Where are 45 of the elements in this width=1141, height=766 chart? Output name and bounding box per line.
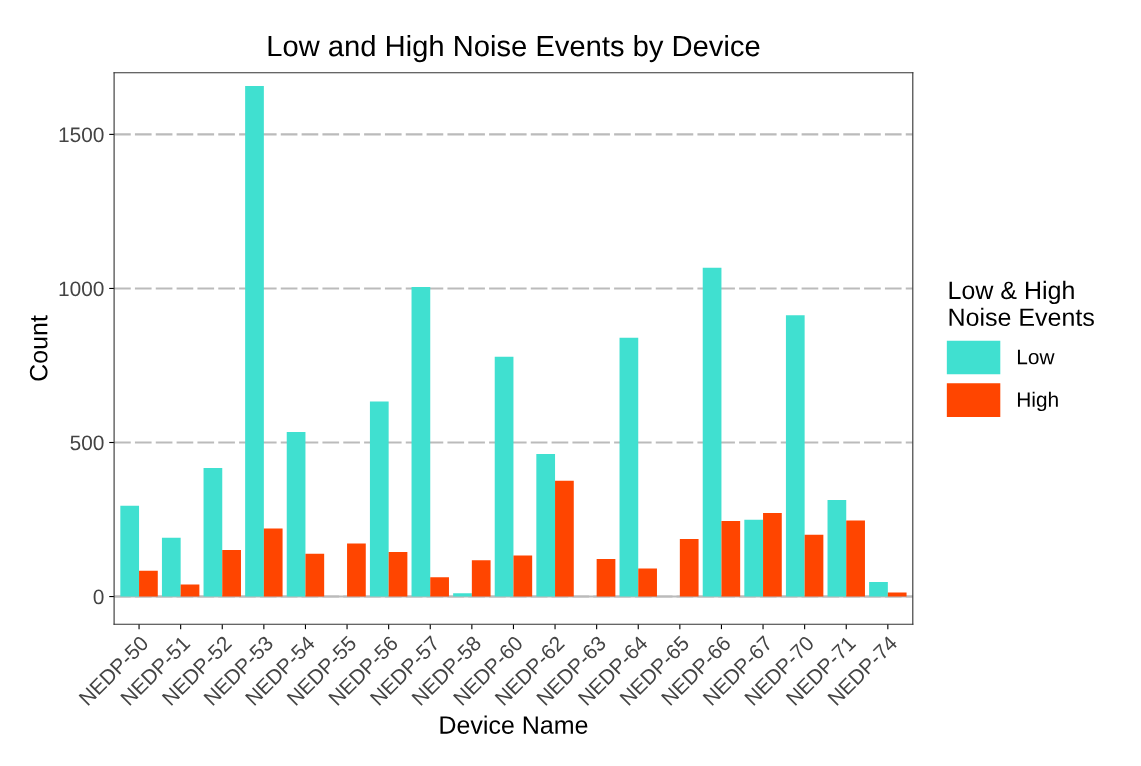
legend-title: Low & High Noise Events	[949, 280, 1094, 327]
y-tick-label: 500	[70, 435, 104, 451]
bar	[763, 513, 782, 597]
bar	[679, 538, 699, 597]
y-axis-title: Count	[29, 315, 48, 381]
x-axis-title: Device Name	[440, 715, 588, 734]
bar	[388, 551, 408, 597]
bar	[347, 543, 366, 597]
y-tick-label: 0	[93, 589, 104, 605]
bar	[203, 468, 223, 597]
bar	[785, 315, 805, 597]
bar	[286, 432, 306, 597]
bar	[453, 593, 472, 597]
bar	[180, 584, 200, 597]
bar	[887, 592, 907, 597]
bar	[869, 582, 888, 597]
bar	[471, 560, 491, 597]
bar	[702, 267, 722, 597]
bar	[494, 356, 514, 597]
bar	[846, 520, 865, 597]
bar	[513, 555, 533, 597]
bar	[120, 505, 140, 597]
bar	[827, 500, 847, 597]
y-tick-label: 1000	[59, 281, 104, 297]
bar	[161, 537, 181, 597]
bar	[536, 453, 556, 597]
bar	[430, 577, 449, 597]
bar	[245, 86, 264, 597]
bar	[222, 550, 241, 597]
bar	[638, 568, 657, 597]
legend-label: High	[1017, 391, 1058, 412]
bar	[305, 553, 325, 597]
bar	[744, 519, 764, 597]
chart-title: Low and High Noise Events by Device	[268, 34, 760, 63]
legend-label: Low	[1017, 349, 1055, 365]
bar	[619, 337, 639, 597]
bar	[369, 401, 389, 597]
y-tick-label: 1500	[59, 127, 104, 143]
bar	[721, 521, 741, 597]
bar	[411, 286, 431, 597]
bar	[596, 558, 616, 597]
bar	[263, 528, 283, 597]
bar	[804, 534, 824, 597]
bar	[555, 480, 574, 597]
bar	[139, 570, 158, 597]
